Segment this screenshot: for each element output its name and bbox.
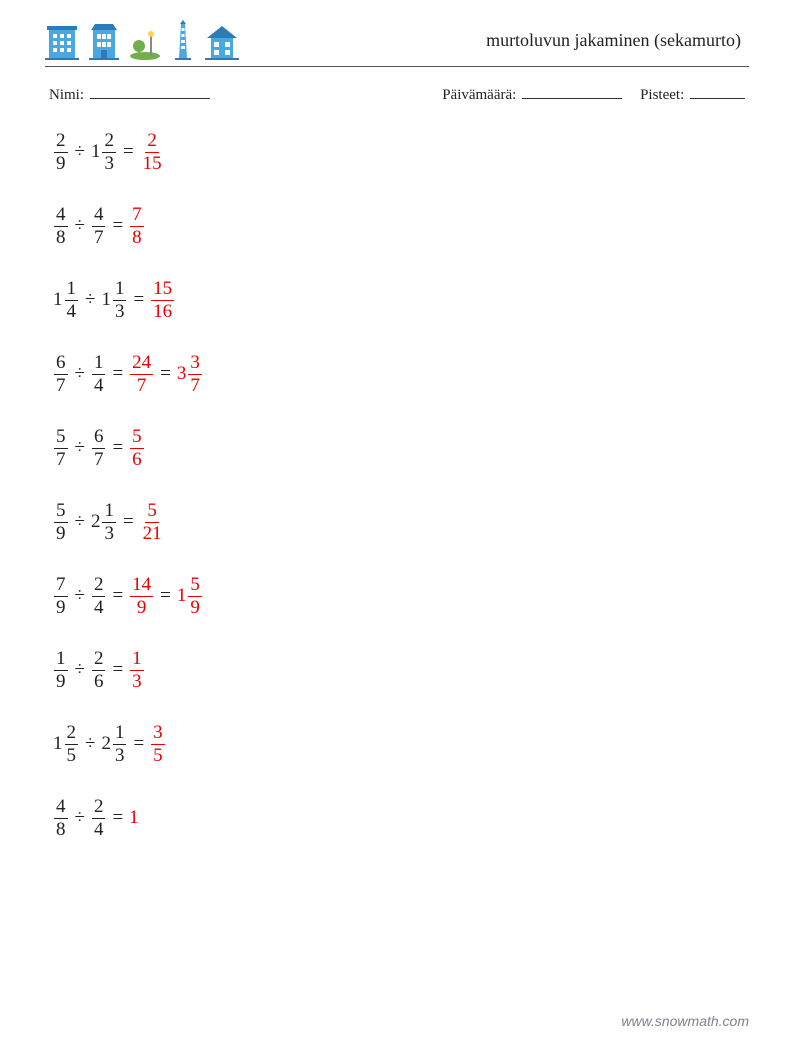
footer-credit: www.snowmath.com bbox=[621, 1013, 749, 1029]
division-operator: ÷ bbox=[75, 141, 85, 163]
problem-row: 79÷24=149=159 bbox=[53, 574, 749, 618]
division-operator: ÷ bbox=[75, 215, 85, 237]
building-b-icon bbox=[89, 22, 119, 60]
name-label: Nimi: bbox=[49, 87, 84, 103]
problem-row: 114÷113=1516 bbox=[53, 278, 749, 322]
house-icon bbox=[205, 22, 239, 60]
answer: 1 bbox=[129, 807, 139, 829]
worksheet-page: murtoluvun jakaminen (sekamurto) Nimi: P… bbox=[0, 0, 794, 1053]
equals-sign: = bbox=[133, 289, 144, 311]
problem-row: 48÷47=78 bbox=[53, 204, 749, 248]
division-operator: ÷ bbox=[75, 585, 85, 607]
answer: 35 bbox=[150, 723, 166, 766]
building-a-icon bbox=[45, 22, 79, 60]
answer: 337 bbox=[177, 353, 203, 396]
header: murtoluvun jakaminen (sekamurto) bbox=[45, 20, 749, 67]
score-blank[interactable] bbox=[690, 85, 745, 99]
division-operator: ÷ bbox=[85, 733, 95, 755]
date-blank[interactable] bbox=[522, 85, 622, 99]
tower-icon bbox=[171, 20, 195, 60]
answer: 78 bbox=[129, 205, 145, 248]
equals-sign: = bbox=[160, 585, 171, 607]
date-label: Päivämäärä: bbox=[442, 87, 516, 103]
worksheet-title: murtoluvun jakaminen (sekamurto) bbox=[486, 30, 749, 51]
answer: 215 bbox=[140, 131, 165, 174]
problem-row: 57÷67=56 bbox=[53, 426, 749, 470]
equals-sign: = bbox=[112, 437, 123, 459]
answer: 56 bbox=[129, 427, 145, 470]
park-icon bbox=[129, 22, 161, 60]
answer: 149 bbox=[129, 575, 154, 618]
problem-row: 59÷213=521 bbox=[53, 500, 749, 544]
equals-sign: = bbox=[160, 363, 171, 385]
answer: 1516 bbox=[150, 279, 175, 322]
equals-sign: = bbox=[112, 659, 123, 681]
score-field: Pisteet: bbox=[640, 85, 745, 104]
answer: 247 bbox=[129, 353, 154, 396]
problems-list: 29÷123=21548÷47=78114÷113=151667÷14=247=… bbox=[45, 130, 749, 840]
division-operator: ÷ bbox=[85, 289, 95, 311]
problem-row: 48÷24=1 bbox=[53, 796, 749, 840]
problem-row: 29÷123=215 bbox=[53, 130, 749, 174]
equals-sign: = bbox=[112, 215, 123, 237]
header-icons bbox=[45, 20, 239, 60]
answer: 13 bbox=[129, 649, 145, 692]
equals-sign: = bbox=[112, 585, 123, 607]
name-blank[interactable] bbox=[90, 85, 210, 99]
equals-sign: = bbox=[112, 807, 123, 829]
division-operator: ÷ bbox=[75, 511, 85, 533]
division-operator: ÷ bbox=[75, 807, 85, 829]
problem-row: 19÷26=13 bbox=[53, 648, 749, 692]
division-operator: ÷ bbox=[75, 659, 85, 681]
problem-row: 67÷14=247=337 bbox=[53, 352, 749, 396]
meta-row: Nimi: Päivämäärä: Pisteet: bbox=[45, 85, 749, 104]
score-label: Pisteet: bbox=[640, 87, 684, 103]
date-field: Päivämäärä: bbox=[442, 85, 622, 104]
equals-sign: = bbox=[123, 141, 134, 163]
equals-sign: = bbox=[123, 511, 134, 533]
equals-sign: = bbox=[112, 363, 123, 385]
name-field: Nimi: bbox=[49, 85, 210, 104]
division-operator: ÷ bbox=[75, 437, 85, 459]
answer: 159 bbox=[177, 575, 203, 618]
division-operator: ÷ bbox=[75, 363, 85, 385]
answer: 521 bbox=[140, 501, 165, 544]
equals-sign: = bbox=[133, 733, 144, 755]
problem-row: 125÷213=35 bbox=[53, 722, 749, 766]
